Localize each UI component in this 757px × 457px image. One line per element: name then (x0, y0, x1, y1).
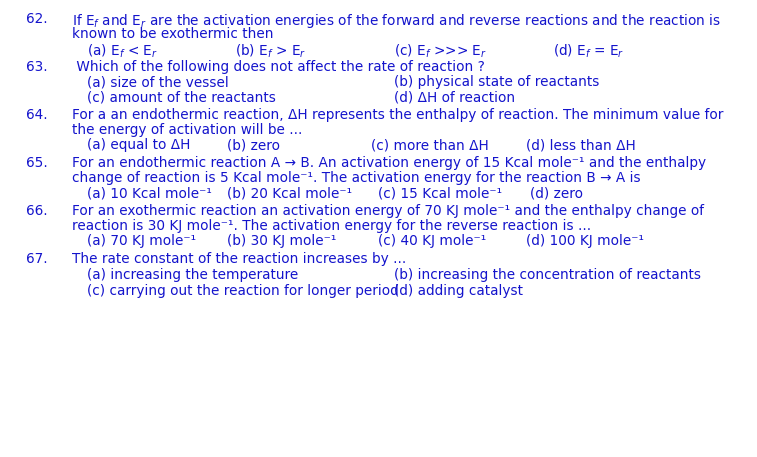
Text: (c) 15 Kcal mole⁻¹: (c) 15 Kcal mole⁻¹ (378, 186, 503, 201)
Text: (b) 30 KJ mole⁻¹: (b) 30 KJ mole⁻¹ (227, 234, 336, 249)
Text: reaction is 30 KJ mole⁻¹. The activation energy for the reverse reaction is ...: reaction is 30 KJ mole⁻¹. The activation… (72, 219, 591, 233)
Text: known to be exothermic then: known to be exothermic then (72, 27, 273, 42)
Text: (a) equal to ΔH: (a) equal to ΔH (87, 138, 191, 153)
Text: change of reaction is 5 Kcal mole⁻¹. The activation energy for the reaction B → : change of reaction is 5 Kcal mole⁻¹. The… (72, 171, 640, 185)
Text: (a) 70 KJ mole⁻¹: (a) 70 KJ mole⁻¹ (87, 234, 196, 249)
Text: (d) less than ΔH: (d) less than ΔH (526, 138, 636, 153)
Text: (b) 20 Kcal mole⁻¹: (b) 20 Kcal mole⁻¹ (227, 186, 352, 201)
Text: (d) 100 KJ mole⁻¹: (d) 100 KJ mole⁻¹ (526, 234, 644, 249)
Text: (b) physical state of reactants: (b) physical state of reactants (394, 75, 599, 90)
Text: (b) increasing the concentration of reactants: (b) increasing the concentration of reac… (394, 268, 701, 282)
Text: (c) amount of the reactants: (c) amount of the reactants (87, 90, 276, 105)
Text: Which of the following does not affect the rate of reaction ?: Which of the following does not affect t… (72, 60, 484, 74)
Text: (b) E$_f$ > E$_r$: (b) E$_f$ > E$_r$ (235, 43, 306, 60)
Text: For a an endothermic reaction, ΔH represents the enthalpy of reaction. The minim: For a an endothermic reaction, ΔH repres… (72, 108, 723, 122)
Text: 66.: 66. (26, 204, 48, 218)
Text: 63.: 63. (26, 60, 48, 74)
Text: For an endothermic reaction A → B. An activation energy of 15 Kcal mole⁻¹ and th: For an endothermic reaction A → B. An ac… (72, 156, 706, 170)
Text: (d) E$_f$ = E$_r$: (d) E$_f$ = E$_r$ (553, 43, 624, 60)
Text: (a) increasing the temperature: (a) increasing the temperature (87, 268, 298, 282)
Text: 65.: 65. (26, 156, 48, 170)
Text: (a) E$_f$ < E$_r$: (a) E$_f$ < E$_r$ (87, 43, 158, 60)
Text: For an exothermic reaction an activation energy of 70 KJ mole⁻¹ and the enthalpy: For an exothermic reaction an activation… (72, 204, 704, 218)
Text: (d) ΔH of reaction: (d) ΔH of reaction (394, 90, 515, 105)
Text: 67.: 67. (26, 252, 48, 266)
Text: The rate constant of the reaction increases by ...: The rate constant of the reaction increa… (72, 252, 407, 266)
Text: (c) carrying out the reaction for longer period: (c) carrying out the reaction for longer… (87, 284, 399, 298)
Text: (c) more than ΔH: (c) more than ΔH (371, 138, 489, 153)
Text: (d) adding catalyst: (d) adding catalyst (394, 284, 522, 298)
Text: (a) 10 Kcal mole⁻¹: (a) 10 Kcal mole⁻¹ (87, 186, 212, 201)
Text: (a) size of the vessel: (a) size of the vessel (87, 75, 229, 90)
Text: 62.: 62. (26, 12, 48, 27)
Text: the energy of activation will be ...: the energy of activation will be ... (72, 123, 302, 137)
Text: (b) zero: (b) zero (227, 138, 280, 153)
Text: (c) 40 KJ mole⁻¹: (c) 40 KJ mole⁻¹ (378, 234, 487, 249)
Text: If E$_f$ and E$_r$ are the activation energies of the forward and reverse reacti: If E$_f$ and E$_r$ are the activation en… (72, 12, 721, 30)
Text: (d) zero: (d) zero (530, 186, 583, 201)
Text: 64.: 64. (26, 108, 48, 122)
Text: (c) E$_f$ >>> E$_r$: (c) E$_f$ >>> E$_r$ (394, 43, 487, 60)
